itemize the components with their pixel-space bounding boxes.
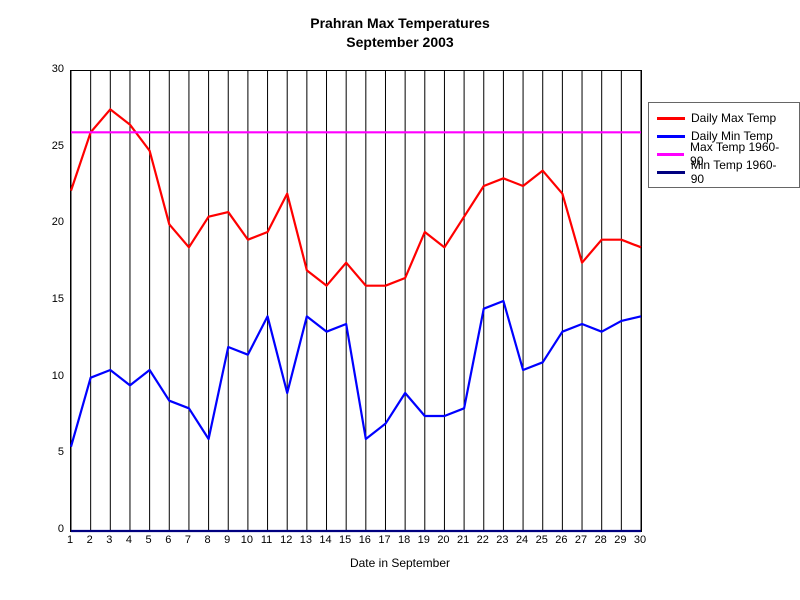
legend-label: Daily Max Temp <box>691 111 776 125</box>
x-tick-label: 25 <box>534 534 550 546</box>
temperature-chart: Prahran Max Temperatures September 2003 … <box>0 0 800 600</box>
x-tick-label: 4 <box>121 534 137 546</box>
x-tick-label: 27 <box>573 534 589 546</box>
legend-swatch <box>657 135 685 138</box>
y-tick-label: 10 <box>36 370 64 382</box>
x-tick-label: 11 <box>259 534 275 546</box>
x-tick-label: 2 <box>82 534 98 546</box>
x-axis-label: Date in September <box>0 556 800 570</box>
legend: Daily Max TempDaily Min TempMax Temp 196… <box>648 102 800 188</box>
x-tick-label: 23 <box>494 534 510 546</box>
x-tick-label: 12 <box>278 534 294 546</box>
legend-swatch <box>657 117 685 120</box>
y-tick-label: 15 <box>36 293 64 305</box>
x-tick-label: 26 <box>553 534 569 546</box>
x-tick-label: 5 <box>141 534 157 546</box>
x-tick-label: 14 <box>318 534 334 546</box>
series-line <box>71 301 641 447</box>
x-tick-label: 10 <box>239 534 255 546</box>
x-tick-label: 7 <box>180 534 196 546</box>
series-line <box>71 109 641 285</box>
x-tick-label: 16 <box>357 534 373 546</box>
chart-title-line2: September 2003 <box>346 34 453 50</box>
y-tick-label: 20 <box>36 216 64 228</box>
legend-swatch <box>657 171 685 174</box>
x-tick-label: 29 <box>612 534 628 546</box>
legend-swatch <box>657 153 684 156</box>
y-tick-label: 25 <box>36 140 64 152</box>
y-tick-label: 0 <box>36 523 64 535</box>
x-tick-label: 22 <box>475 534 491 546</box>
x-tick-label: 6 <box>160 534 176 546</box>
legend-item: Daily Max Temp <box>657 109 789 127</box>
plot-svg <box>71 71 641 531</box>
chart-title-line1: Prahran Max Temperatures <box>310 15 489 31</box>
x-tick-label: 30 <box>632 534 648 546</box>
legend-item: Min Temp 1960-90 <box>657 163 789 181</box>
x-tick-label: 21 <box>455 534 471 546</box>
x-tick-label: 1 <box>62 534 78 546</box>
x-tick-label: 3 <box>101 534 117 546</box>
x-tick-label: 18 <box>396 534 412 546</box>
x-tick-label: 9 <box>219 534 235 546</box>
x-tick-label: 15 <box>337 534 353 546</box>
x-tick-label: 17 <box>376 534 392 546</box>
plot-area <box>70 70 642 532</box>
y-tick-label: 5 <box>36 446 64 458</box>
x-tick-label: 13 <box>298 534 314 546</box>
chart-title: Prahran Max Temperatures September 2003 <box>0 14 800 52</box>
y-tick-label: 30 <box>36 63 64 75</box>
x-tick-label: 19 <box>416 534 432 546</box>
x-tick-label: 8 <box>200 534 216 546</box>
x-tick-label: 20 <box>435 534 451 546</box>
x-tick-label: 28 <box>593 534 609 546</box>
legend-label: Min Temp 1960-90 <box>691 158 789 186</box>
x-tick-label: 24 <box>514 534 530 546</box>
